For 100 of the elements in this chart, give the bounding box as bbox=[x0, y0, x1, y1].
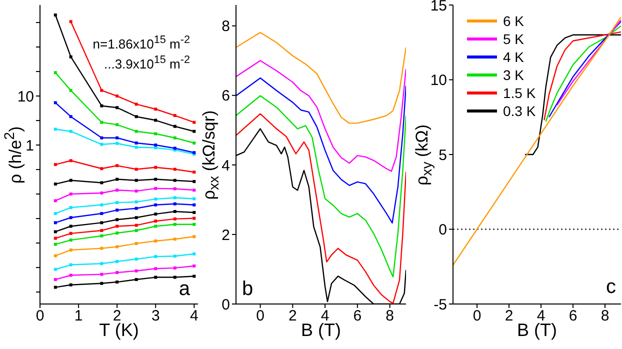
legend-label: 0.3 K bbox=[503, 102, 536, 120]
point bbox=[116, 271, 119, 274]
x-tick-label: 8 bbox=[600, 308, 610, 325]
point bbox=[54, 14, 57, 17]
x-tick-label: 2 bbox=[504, 308, 514, 325]
point bbox=[154, 178, 158, 181]
point bbox=[54, 268, 57, 271]
line-series bbox=[236, 32, 406, 124]
y-tick-label: 10 bbox=[17, 88, 34, 106]
point bbox=[54, 163, 57, 166]
point bbox=[154, 240, 158, 243]
point bbox=[116, 94, 119, 98]
x-tick-label: 1 bbox=[74, 308, 83, 325]
point bbox=[192, 264, 196, 268]
point bbox=[100, 262, 104, 266]
annotation: a bbox=[178, 278, 190, 300]
point bbox=[69, 20, 72, 24]
point bbox=[116, 136, 119, 140]
y-tick-label: 15 bbox=[430, 0, 447, 14]
point bbox=[192, 274, 196, 278]
point bbox=[154, 186, 158, 190]
point bbox=[173, 266, 176, 270]
line-series bbox=[524, 34, 621, 156]
point bbox=[100, 246, 104, 250]
point bbox=[154, 198, 158, 201]
point bbox=[192, 188, 196, 192]
point bbox=[100, 136, 104, 140]
point bbox=[192, 235, 196, 238]
point bbox=[154, 166, 158, 169]
point bbox=[154, 212, 158, 216]
point bbox=[69, 130, 72, 133]
point bbox=[69, 283, 72, 286]
point bbox=[54, 286, 57, 289]
point bbox=[134, 168, 138, 171]
point bbox=[154, 203, 158, 206]
point bbox=[69, 115, 72, 118]
point bbox=[154, 276, 158, 279]
point bbox=[134, 258, 138, 261]
point bbox=[134, 242, 138, 245]
point bbox=[116, 208, 119, 212]
point bbox=[116, 123, 119, 126]
x-tick-label: 2 bbox=[288, 308, 297, 325]
point bbox=[134, 206, 138, 210]
point bbox=[173, 222, 176, 226]
point bbox=[69, 224, 72, 228]
legend-label: 1.5 K bbox=[503, 84, 536, 102]
point bbox=[116, 201, 119, 204]
point bbox=[154, 132, 158, 136]
x-tick-label: 0 bbox=[256, 308, 264, 325]
point bbox=[116, 232, 119, 235]
y-tick-label: 10 bbox=[430, 72, 447, 90]
point bbox=[134, 278, 138, 282]
point bbox=[154, 118, 158, 122]
point bbox=[134, 229, 138, 232]
point bbox=[100, 203, 104, 206]
point bbox=[116, 188, 119, 192]
point bbox=[100, 282, 104, 285]
point bbox=[54, 221, 57, 224]
y-tick-label: 5 bbox=[438, 146, 447, 164]
point bbox=[116, 218, 119, 222]
point bbox=[134, 190, 138, 193]
x-tick-label: 8 bbox=[386, 308, 394, 325]
point bbox=[100, 120, 104, 124]
line-series bbox=[236, 60, 406, 172]
point bbox=[173, 168, 176, 171]
point bbox=[192, 222, 196, 226]
point bbox=[69, 55, 72, 58]
point bbox=[100, 167, 104, 170]
x-tick-label: 0 bbox=[472, 308, 482, 325]
point bbox=[173, 217, 176, 220]
point bbox=[134, 178, 138, 182]
annotation: ...3.9x10$^{15}$ m$^{-2}$ bbox=[104, 53, 190, 72]
point bbox=[116, 245, 119, 248]
point bbox=[154, 267, 158, 270]
point bbox=[69, 248, 72, 252]
point bbox=[54, 254, 57, 258]
point bbox=[100, 181, 104, 184]
point bbox=[134, 216, 138, 220]
point bbox=[116, 164, 119, 168]
point bbox=[116, 178, 119, 181]
point bbox=[192, 120, 196, 124]
annotation: n=1.86x10$^{15}$ m$^{-2}$ bbox=[92, 33, 190, 52]
point bbox=[173, 254, 176, 258]
point bbox=[100, 142, 104, 146]
x-axis-title: B (T) bbox=[301, 320, 341, 340]
x-tick-label: 6 bbox=[568, 308, 578, 325]
point bbox=[116, 106, 119, 110]
point bbox=[116, 280, 119, 284]
point bbox=[54, 128, 57, 131]
point bbox=[192, 203, 196, 206]
point bbox=[154, 220, 158, 223]
point bbox=[100, 272, 104, 276]
point bbox=[100, 212, 104, 216]
point bbox=[173, 187, 176, 190]
x-tick-label: 3 bbox=[151, 308, 160, 325]
point bbox=[154, 144, 158, 147]
point bbox=[54, 278, 57, 282]
point bbox=[69, 178, 72, 182]
point bbox=[173, 178, 176, 182]
point bbox=[100, 229, 104, 232]
